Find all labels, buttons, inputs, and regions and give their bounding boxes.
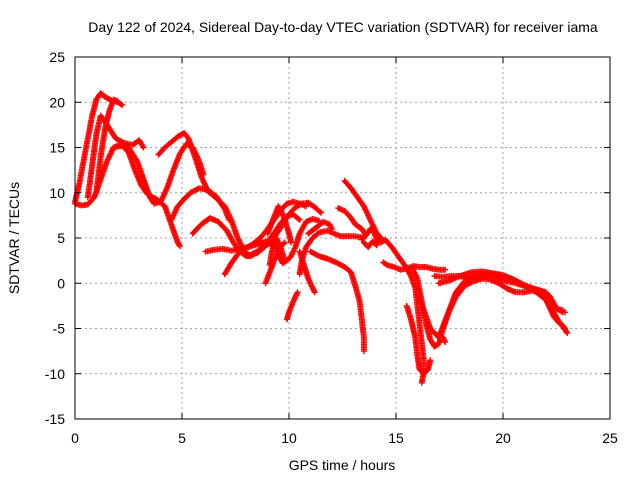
series-arc4 (93, 96, 121, 196)
series-arc1 (72, 90, 126, 205)
ticks-layer (74, 56, 611, 420)
series-arc20 (305, 218, 335, 237)
data-point (176, 243, 183, 250)
x-tick-label: 20 (495, 430, 511, 446)
x-tick-label: 15 (388, 430, 404, 446)
data-point (427, 357, 434, 364)
y-tick-label: -10 (45, 366, 65, 382)
series-arc25 (360, 238, 380, 251)
data-point (564, 330, 571, 336)
y-tick-label: 10 (49, 185, 65, 201)
series-arc23 (341, 178, 384, 241)
data-point (114, 98, 121, 105)
series-arc6 (155, 130, 254, 260)
data-point (442, 266, 449, 273)
series-arc17 (283, 289, 301, 323)
data-point (296, 216, 303, 223)
data-point (373, 242, 380, 249)
data-point (288, 239, 295, 246)
series-arc5 (110, 142, 183, 250)
data-point (280, 240, 287, 247)
series-arc32 (435, 268, 571, 336)
series-arc13 (264, 203, 295, 246)
data-point (360, 348, 367, 355)
data-points-layer (72, 90, 571, 386)
x-tick-label: 25 (602, 430, 618, 446)
y-axis-label: SDTVAR / TECUs (6, 182, 22, 294)
x-tick-label: 0 (71, 430, 79, 446)
series-arc16 (262, 239, 288, 287)
data-point (226, 216, 233, 223)
series-arc21 (307, 248, 367, 355)
data-point (318, 209, 325, 216)
data-point (119, 102, 126, 108)
series-arc24 (358, 225, 389, 246)
series-arc19 (296, 248, 318, 296)
y-tick-label: -15 (45, 411, 65, 427)
y-tick-label: 5 (57, 230, 65, 246)
data-point (372, 241, 379, 248)
chart-title: Day 122 of 2024, Sidereal Day-to-day VTE… (88, 19, 598, 35)
y-tick-label: 25 (49, 49, 65, 65)
data-point (559, 307, 566, 314)
series-arc28 (403, 302, 434, 377)
x-axis-label: GPS time / hours (289, 457, 396, 473)
data-point (176, 241, 183, 248)
data-point (328, 225, 335, 232)
data-point (418, 379, 425, 386)
series-arc15 (271, 216, 322, 267)
data-point (140, 144, 147, 151)
series-arc33 (440, 334, 449, 346)
data-point (563, 328, 570, 335)
data-point (311, 289, 318, 296)
series-arc7 (168, 185, 233, 223)
y-tick-labels: -15 -10 -5 0 5 10 15 20 25 (45, 49, 65, 427)
x-tick-labels: 0 5 10 15 20 25 (71, 430, 618, 446)
y-tick-label: 0 (57, 275, 65, 291)
data-point (442, 339, 449, 346)
y-tick-label: 15 (49, 140, 65, 156)
y-tick-label: -5 (53, 321, 66, 337)
x-tick-label: 10 (281, 430, 297, 446)
y-tick-label: 20 (49, 94, 65, 110)
series-arc29 (410, 266, 569, 350)
series-arc3 (84, 112, 147, 201)
data-point (281, 239, 288, 246)
x-tick-label: 5 (178, 430, 186, 446)
data-point (294, 289, 301, 296)
